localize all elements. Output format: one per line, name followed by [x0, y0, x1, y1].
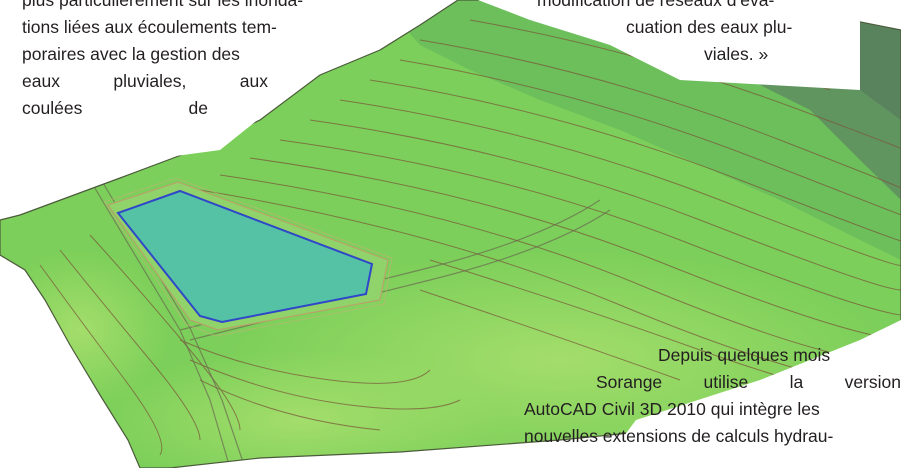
- left-column-line-2: tions liées aux écoulements tem-: [22, 17, 277, 37]
- bottom-paragraph-word: la: [789, 372, 804, 392]
- left-column-line-4: eaux pluviales, aux: [22, 68, 268, 95]
- left-column-line-3: poraires avec la gestion des: [22, 44, 240, 64]
- left-column-line-1: plus particulièrement sur les inonda-: [22, 0, 304, 10]
- right-column-line-3: viales. »: [704, 44, 769, 64]
- right-column-line-2: cuation des eaux plu-: [626, 17, 793, 37]
- bottom-paragraph-line-3: AutoCAD Civil 3D 2010 qui intègre les: [524, 399, 820, 419]
- bottom-paragraph-word: version: [844, 372, 901, 392]
- bottom-paragraph-line-2: Sorange utilise la version: [596, 369, 901, 396]
- left-column-word: coulées: [22, 98, 83, 118]
- left-column-word: eaux: [22, 71, 60, 91]
- left-column-word: de: [188, 98, 208, 118]
- bottom-paragraph-line-4: nouvelles extensions de calculs hydrau-: [524, 426, 834, 446]
- right-column-line-1: modification de réseaux d’éva-: [537, 0, 775, 10]
- left-column-word: aux: [239, 71, 268, 91]
- bottom-paragraph-word: utilise: [703, 372, 749, 392]
- bottom-paragraph-line-1: Depuis quelques mois: [658, 345, 831, 365]
- left-column-line-5: coulées de: [22, 95, 208, 122]
- left-column-word: pluviales,: [113, 71, 187, 91]
- bottom-paragraph-word: Sorange: [596, 372, 663, 392]
